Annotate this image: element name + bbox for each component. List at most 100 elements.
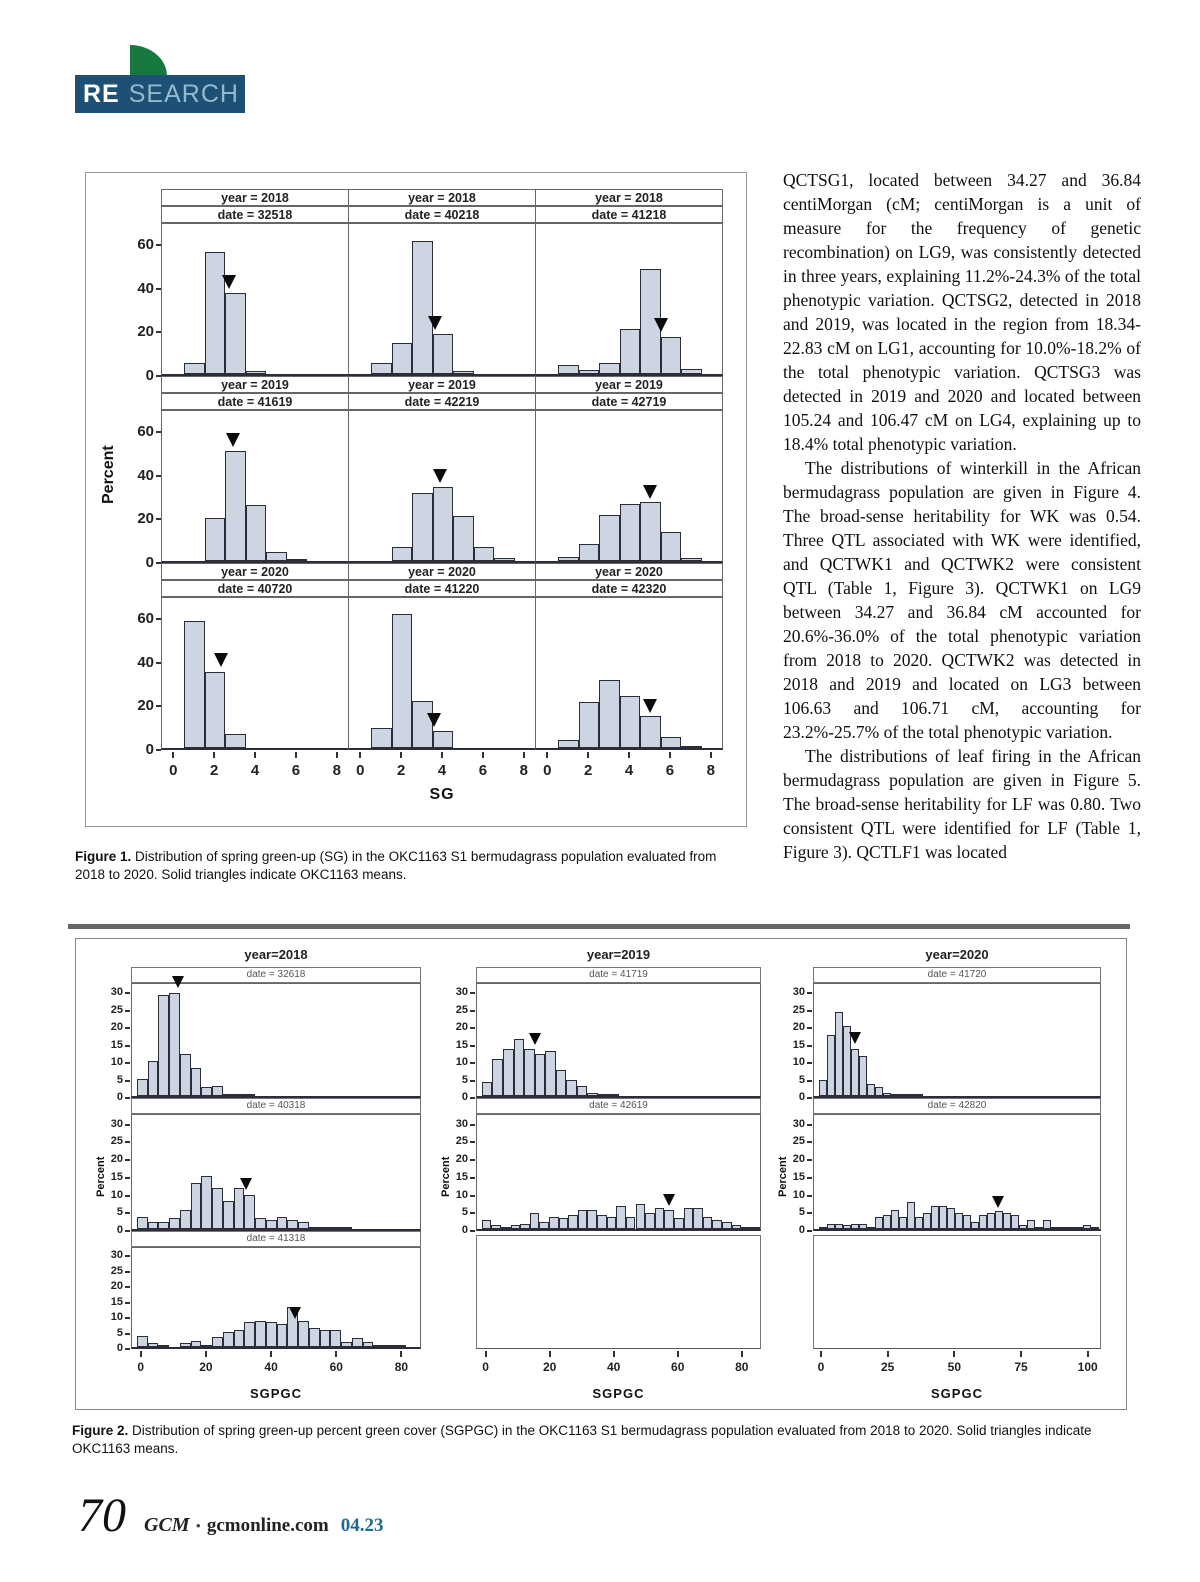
histogram-bar bbox=[576, 1085, 588, 1096]
histogram-bar bbox=[524, 1048, 535, 1096]
x-tick-label: 0 bbox=[817, 1360, 825, 1374]
histogram-bar bbox=[298, 1320, 309, 1347]
histogram-bar bbox=[681, 368, 702, 374]
histogram-bar bbox=[371, 728, 392, 748]
empty-panel bbox=[476, 1235, 761, 1349]
histogram-bar bbox=[599, 363, 620, 374]
histogram-bar bbox=[891, 1093, 900, 1096]
y-tick-mark bbox=[156, 474, 161, 477]
y-tick-mark bbox=[470, 1212, 475, 1215]
panel-date-label: date = 40218 bbox=[348, 206, 536, 223]
histogram-bar bbox=[835, 1223, 844, 1229]
x-axis-title: SGPGC bbox=[250, 1386, 302, 1401]
x-tick-label: 80 bbox=[735, 1360, 749, 1374]
x-tick-label: 20 bbox=[542, 1360, 557, 1374]
histogram-plot bbox=[476, 983, 761, 1098]
histogram-bar bbox=[599, 680, 620, 748]
leaf-icon bbox=[130, 45, 167, 76]
y-tick-label: 30 bbox=[110, 1249, 123, 1262]
histogram-bar bbox=[1075, 1227, 1084, 1229]
histogram-plot bbox=[476, 1114, 761, 1231]
histogram-bar bbox=[373, 1345, 385, 1347]
histogram-bar bbox=[979, 1214, 988, 1229]
histogram-bar bbox=[204, 251, 226, 374]
histogram-bar bbox=[351, 1337, 363, 1347]
y-tick-mark bbox=[807, 1159, 812, 1162]
histogram-bar bbox=[212, 1188, 223, 1229]
y-tick-label: 20 bbox=[110, 1153, 123, 1166]
panel-date-label: date = 42619 bbox=[476, 1098, 761, 1114]
figure-1-caption-text: Distribution of spring green-up (SG) in … bbox=[75, 849, 717, 882]
histogram-bar bbox=[501, 1227, 511, 1229]
article-paragraph: The distributions of winterkill in the A… bbox=[783, 458, 1141, 742]
y-tick-label: 25 bbox=[792, 1135, 805, 1148]
histogram-bar bbox=[147, 1343, 159, 1347]
y-tick-mark bbox=[470, 1097, 475, 1099]
histogram-bar bbox=[1035, 1227, 1044, 1229]
mean-triangle bbox=[663, 1193, 676, 1206]
x-tick-label: 25 bbox=[880, 1360, 895, 1374]
x-tick-mark bbox=[612, 1351, 615, 1357]
research-logo: RE SEARCH bbox=[75, 45, 275, 115]
y-tick-mark bbox=[125, 1286, 130, 1289]
histogram-bar bbox=[549, 1216, 559, 1229]
y-tick-mark bbox=[125, 1194, 130, 1197]
y-tick-mark bbox=[125, 1255, 130, 1258]
x-tick-mark bbox=[548, 1351, 551, 1357]
histogram-bar bbox=[201, 1345, 213, 1347]
histogram-bar bbox=[851, 1048, 860, 1096]
section-divider-rule bbox=[68, 924, 1130, 929]
histogram-bar bbox=[681, 557, 702, 561]
y-tick-label: 25 bbox=[110, 1003, 123, 1016]
panel-date-label: date = 40318 bbox=[131, 1098, 421, 1114]
histogram-bar bbox=[599, 515, 620, 561]
histogram-plot bbox=[535, 597, 723, 750]
x-tick-mark bbox=[587, 752, 590, 758]
histogram-bar bbox=[619, 695, 641, 748]
mean-triangle bbox=[643, 484, 658, 499]
histogram-bar bbox=[835, 1012, 844, 1096]
x-tick-label: 2 bbox=[396, 762, 406, 779]
histogram-bar bbox=[432, 730, 454, 748]
panel-year-label: year = 2020 bbox=[535, 563, 723, 580]
x-tick-label: 4 bbox=[624, 762, 634, 779]
histogram-plot bbox=[161, 597, 349, 750]
histogram-bar bbox=[481, 1082, 493, 1096]
histogram-bar bbox=[915, 1094, 924, 1096]
y-tick-label: 0 bbox=[145, 367, 154, 384]
histogram-bar bbox=[712, 1220, 722, 1229]
histogram-bar bbox=[619, 329, 641, 374]
y-tick-mark bbox=[125, 1159, 130, 1162]
histogram-bar bbox=[867, 1083, 876, 1096]
x-tick-label: 2 bbox=[583, 762, 593, 779]
y-tick-mark bbox=[125, 1230, 130, 1232]
histogram-bar bbox=[136, 1078, 148, 1096]
histogram-bar bbox=[558, 556, 579, 561]
histogram-bar bbox=[568, 1214, 578, 1229]
histogram-bar bbox=[1027, 1220, 1036, 1229]
histogram-bar bbox=[673, 1218, 684, 1229]
histogram-plot bbox=[348, 410, 536, 563]
y-tick-label: 0 bbox=[116, 1224, 123, 1236]
y-tick-label: 15 bbox=[792, 1170, 805, 1183]
y-tick-label: 40 bbox=[137, 279, 154, 297]
panel-year-label: year=2020 bbox=[925, 947, 989, 962]
y-tick-label: 5 bbox=[461, 1073, 468, 1086]
y-tick-label: 25 bbox=[455, 1003, 468, 1016]
x-tick-label: 2 bbox=[209, 762, 219, 779]
figure-1-sg-histograms: year = 2018 date = 32518 year = 2018 date =… bbox=[85, 172, 747, 827]
x-tick-label: 50 bbox=[947, 1360, 961, 1374]
y-tick-mark bbox=[125, 1270, 130, 1273]
magazine-name: GCM bbox=[144, 1514, 190, 1536]
y-tick-label: 25 bbox=[455, 1135, 468, 1148]
histogram-bar bbox=[265, 1220, 277, 1229]
x-tick-label: 0 bbox=[543, 762, 552, 779]
panel-year-label: year = 2019 bbox=[535, 376, 723, 393]
y-tick-mark bbox=[470, 1044, 475, 1047]
x-tick-label: 20 bbox=[199, 1360, 213, 1374]
histogram-bar bbox=[225, 733, 246, 748]
histogram-bar bbox=[558, 740, 579, 748]
histogram-bar bbox=[851, 1223, 860, 1229]
y-tick-label: 60 bbox=[137, 235, 154, 253]
histogram-bar bbox=[955, 1213, 964, 1229]
